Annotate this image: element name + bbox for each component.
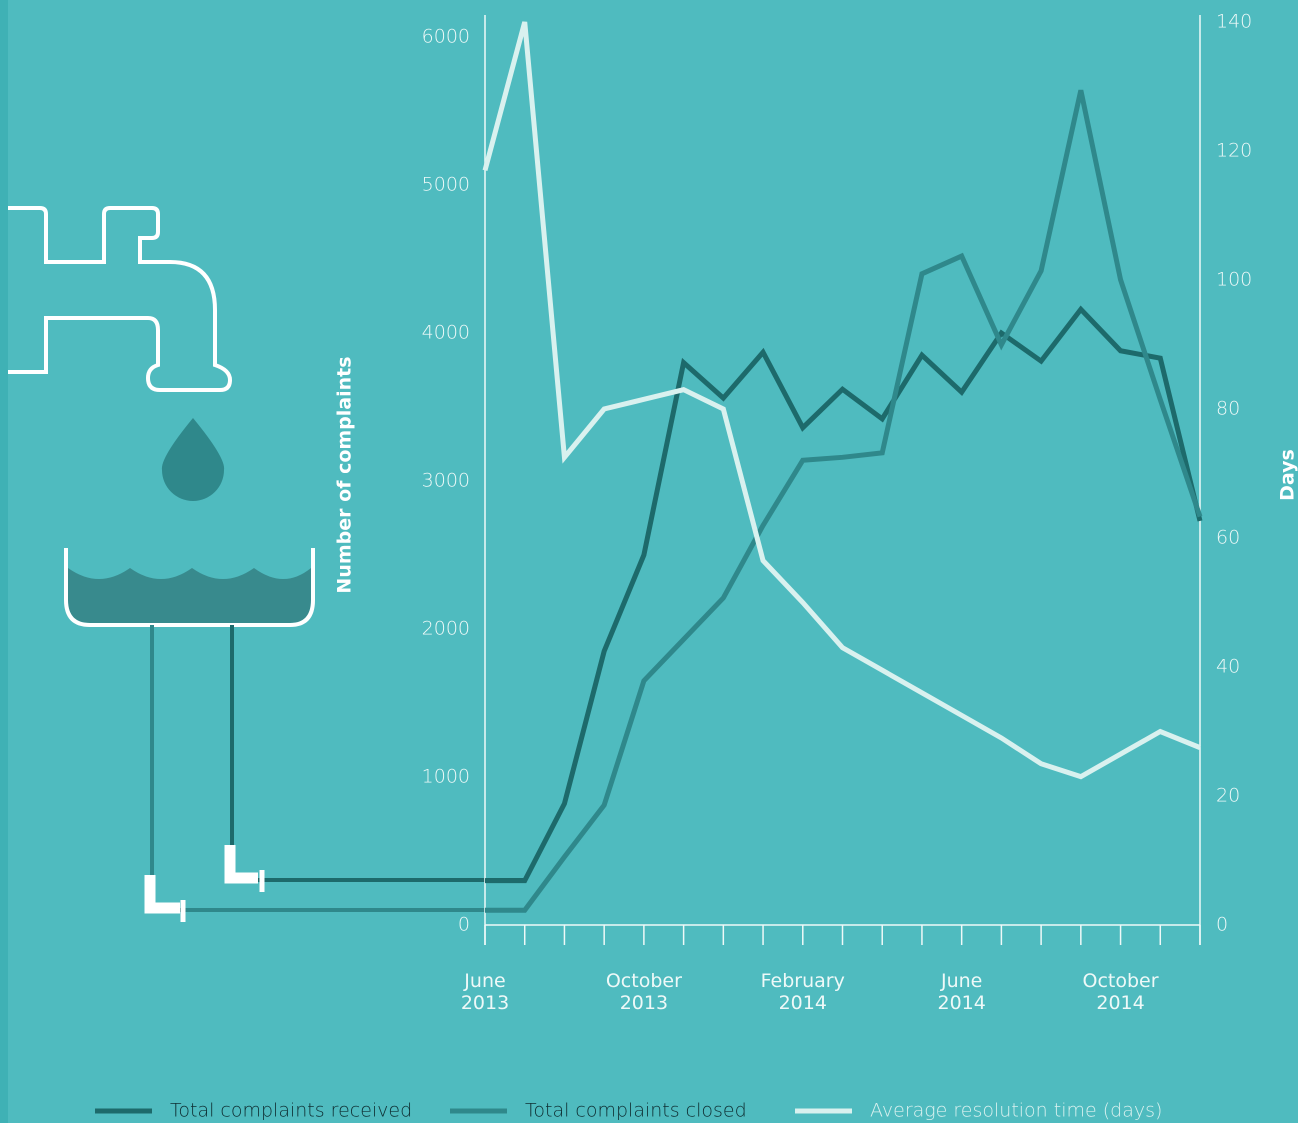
y2-tick-label: 20 [1216, 785, 1240, 807]
x-tick-label: June 2014 [937, 970, 986, 1014]
tap-illustration [8, 206, 233, 392]
bucket [64, 548, 315, 627]
y2-tick-label: 40 [1216, 656, 1240, 678]
pipe [150, 625, 525, 912]
y-tick-label: 3000 [422, 470, 470, 492]
y2-tick-label: 0 [1216, 914, 1228, 936]
legend-label: Total complaints closed [525, 1100, 747, 1122]
y2-tick-label: 100 [1216, 269, 1252, 291]
y2-axis-title: Days [1277, 449, 1298, 501]
bucket-water [68, 568, 311, 623]
y-tick-label: 6000 [422, 26, 470, 48]
y-tick-label: 0 [458, 914, 470, 936]
x-tick-label: October 2013 [605, 970, 682, 1014]
y-axis-title: Number of complaints [334, 356, 356, 593]
y2-tick-label: 140 [1216, 11, 1252, 33]
y2-tick-label: 80 [1216, 398, 1240, 420]
y2-tick-label: 60 [1216, 527, 1240, 549]
series-line [482, 21, 1201, 780]
x-tick-label: October 2014 [1082, 970, 1159, 1014]
y2-tick-label: 120 [1216, 140, 1252, 162]
pipe-elbow [144, 845, 258, 914]
series-line [485, 305, 1203, 884]
x-tick-label: February 2014 [760, 970, 845, 1014]
legend-label: Total complaints received [170, 1100, 412, 1122]
pipe-cap [180, 870, 265, 922]
x-tick-label: June 2013 [460, 970, 510, 1014]
series-line [485, 89, 1203, 913]
drop [161, 418, 225, 501]
y-tick-label: 5000 [422, 174, 470, 196]
legend-label: Average resolution time (days) [870, 1100, 1162, 1122]
y-tick-label: 4000 [422, 322, 470, 344]
y-tick-label: 2000 [422, 618, 470, 640]
y-tick-label: 1000 [422, 766, 470, 788]
